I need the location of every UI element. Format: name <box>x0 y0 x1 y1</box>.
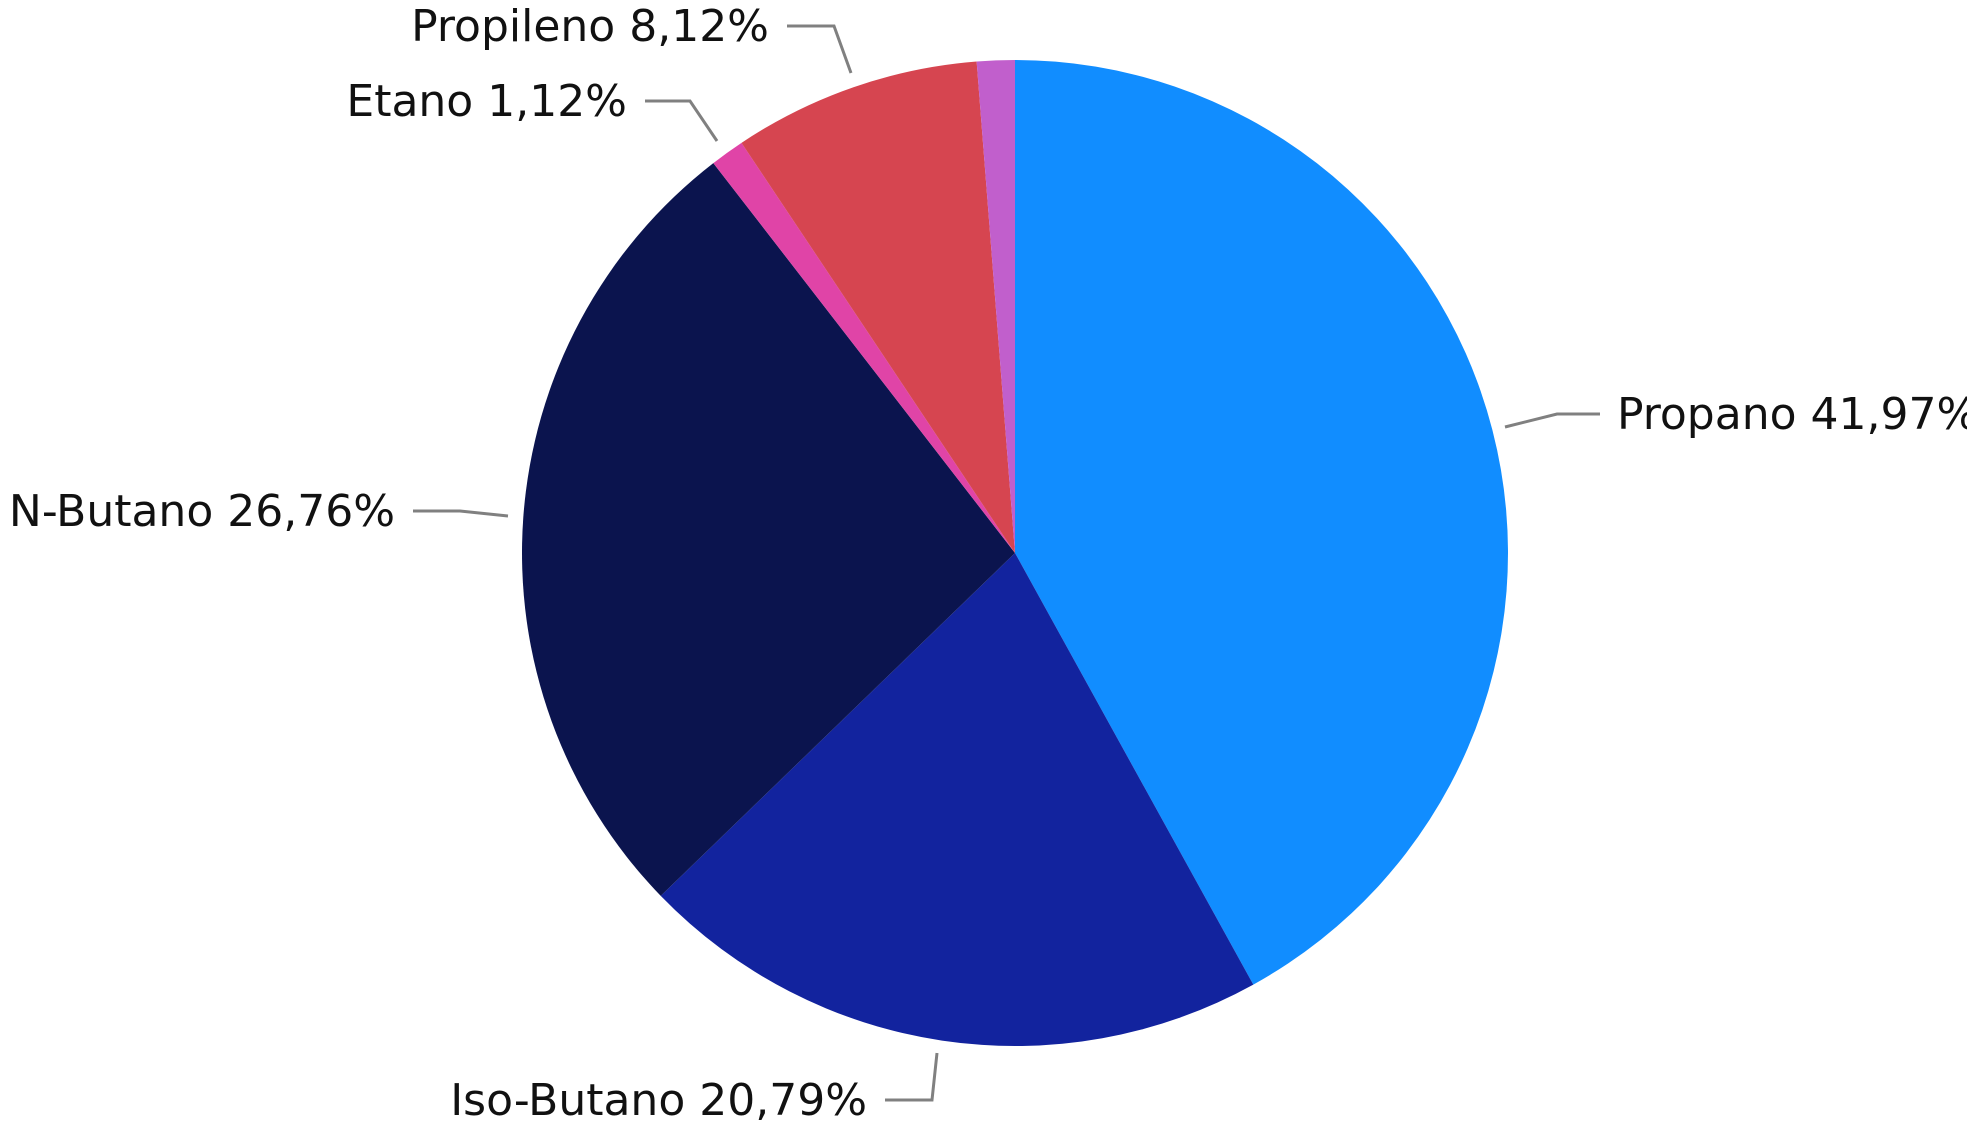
data-label-iso-butano: Iso-Butano 20,79% <box>450 1075 867 1126</box>
pie-data-labels: Propano 41,97% Iso-Butano 20,79% N-Butano … <box>9 1 1967 1126</box>
data-label-propano: Propano 41,97% <box>1617 389 1967 440</box>
pie-slice-etano <box>713 142 1015 553</box>
pie-slices <box>522 60 1508 1046</box>
data-label-propileno: Propileno 8,12% <box>411 1 769 52</box>
pie-slice-iso-butano <box>660 553 1254 1046</box>
leader-line-iso-butano <box>885 1052 939 1102</box>
pie-slice-slice-5 <box>976 60 1015 553</box>
pie-leader-lines <box>413 24 1600 1102</box>
leader-line-propileno <box>787 24 853 74</box>
leader-line-propano <box>1504 412 1600 429</box>
pie-slice-propileno <box>741 61 1015 554</box>
data-label-n-butano: N-Butano 26,76% <box>9 486 395 537</box>
leader-line-n-butano <box>413 509 509 518</box>
leader-line-etano <box>645 99 719 142</box>
data-label-etano: Etano 1,12% <box>346 76 627 127</box>
pie-slice-n-butano <box>522 163 1015 896</box>
pie-slice-propano <box>1015 60 1508 985</box>
